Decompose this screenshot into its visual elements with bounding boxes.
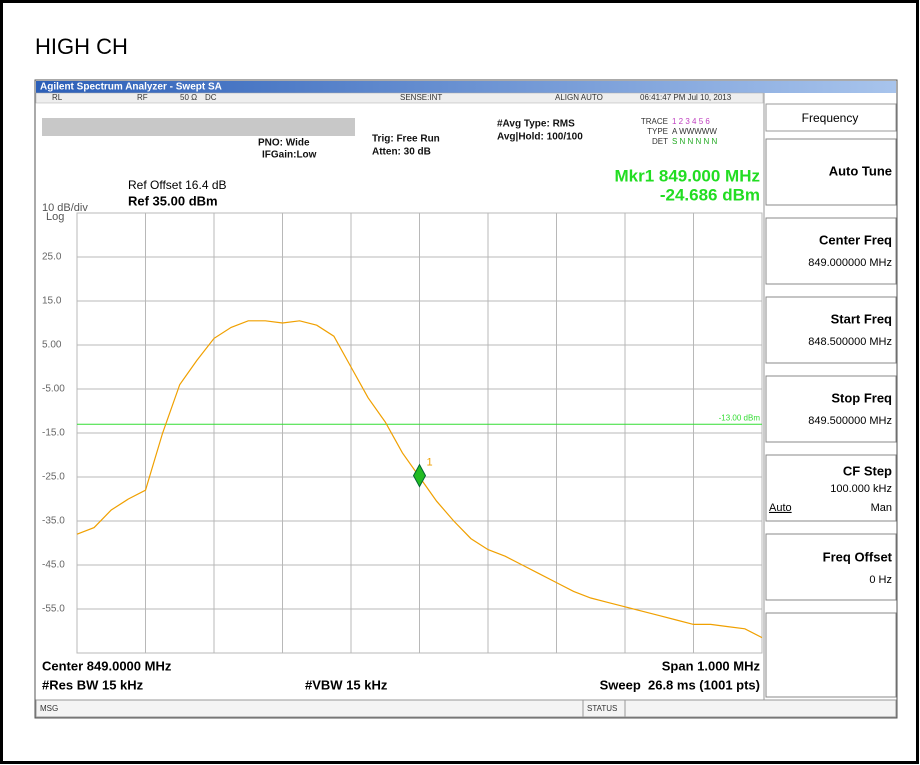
status-time: 06:41:47 PM Jul 10, 2013 [640, 93, 732, 102]
y-tick-label: -35.0 [42, 516, 65, 527]
input-bar [42, 118, 355, 136]
menu-title: Frequency [802, 111, 859, 125]
scale: 10 dB/div [42, 202, 88, 214]
status-row [35, 92, 764, 104]
softkey[interactable]: Stop Freq 849.500000 MHz [765, 375, 897, 443]
softkey-value[interactable]: 0 Hz [869, 574, 892, 586]
status-rl: RL [52, 93, 63, 102]
det-label: DET [652, 137, 668, 146]
span: Span 1.000 MHz [662, 658, 761, 673]
title-bar [36, 81, 896, 93]
softkey-box[interactable] [765, 296, 897, 364]
page-title: HIGH CH [35, 34, 128, 59]
trace-values: 1 2 3 4 5 6 [672, 117, 710, 126]
softkey[interactable]: Freq Offset 0 Hz [765, 533, 897, 601]
y-tick-label: -45.0 [42, 560, 65, 571]
softkey-label[interactable]: Auto Tune [829, 163, 892, 178]
avg-hold: Avg|Hold: 100/100 [497, 132, 583, 143]
ifgain: IFGain:Low [262, 150, 317, 161]
type-label: TYPE [647, 127, 668, 136]
softkey-value[interactable]: 848.500000 MHz [808, 336, 892, 348]
display-line-label: -13.00 dBm [719, 413, 761, 422]
softkey-box[interactable] [765, 375, 897, 443]
softkey-value[interactable]: 849.500000 MHz [808, 415, 892, 427]
softkey-box[interactable] [765, 138, 897, 206]
vbw: #VBW 15 kHz [305, 677, 388, 692]
softkey-value[interactable]: 100.000 kHz [830, 483, 892, 495]
menu-header [765, 103, 897, 132]
softkey-value[interactable]: 849.000000 MHz [808, 257, 892, 269]
marker-label: 1 [427, 457, 433, 469]
msg: MSG [40, 704, 58, 713]
softkey-label[interactable]: Center Freq [819, 232, 892, 247]
atten: Atten: 30 dB [372, 147, 431, 158]
det-values: S N N N N N [672, 137, 718, 146]
softkey[interactable]: Start Freq 848.500000 MHz [765, 296, 897, 364]
y-tick-label: 15.0 [42, 296, 62, 307]
type-values: A WWWWW [672, 127, 717, 136]
center: Center 849.0000 MHz [42, 658, 172, 673]
window-title: Agilent Spectrum Analyzer - Swept SA [40, 82, 222, 93]
status-impedance: 50 Ω [180, 93, 197, 102]
softkey-box[interactable] [765, 217, 897, 285]
y-tick-label: -5.00 [42, 384, 65, 395]
softkey-auto[interactable]: Auto [769, 502, 792, 514]
y-tick-label: -25.0 [42, 472, 65, 483]
status-coupling: DC [205, 93, 217, 102]
status-sense: SENSE:INT [400, 93, 442, 102]
softkey-box[interactable] [765, 454, 897, 522]
softkey-label[interactable]: Freq Offset [823, 549, 893, 564]
softkey-label[interactable]: Stop Freq [831, 390, 892, 405]
ref-level: Ref 35.00 dBm [128, 193, 218, 208]
status-rf: RF [137, 93, 148, 102]
trace-label: TRACE [641, 117, 668, 126]
softkey-man[interactable]: Man [871, 502, 892, 514]
y-tick-label: -55.0 [42, 604, 65, 615]
res-bw: #Res BW 15 kHz [42, 677, 144, 692]
softkey-box[interactable] [765, 533, 897, 601]
softkey[interactable]: Auto Tune [765, 138, 897, 206]
message-bar [35, 699, 897, 718]
softkey[interactable]: CF Step 100.000 kHz Auto Man [765, 454, 897, 522]
ref-offset: Ref Offset 16.4 dB [128, 178, 227, 192]
status: STATUS [587, 704, 617, 713]
softkey-box[interactable] [765, 612, 897, 698]
softkey-label[interactable]: Start Freq [831, 311, 892, 326]
marker [412, 463, 427, 488]
y-tick-label: 5.00 [42, 340, 62, 351]
pno: PNO: Wide [258, 138, 310, 149]
trig: Trig: Free Run [372, 134, 440, 145]
scale-type: Log [46, 211, 64, 223]
marker-frequency: Mkr1 849.000 MHz [614, 166, 760, 185]
softkey-label[interactable]: CF Step [843, 463, 892, 478]
y-tick-label: 25.0 [42, 252, 62, 263]
softkey[interactable]: Center Freq 849.000000 MHz [765, 217, 897, 285]
status-align: ALIGN AUTO [555, 93, 603, 102]
marker-amplitude: -24.686 dBm [660, 185, 760, 204]
y-tick-label: -15.0 [42, 428, 65, 439]
avg-type: #Avg Type: RMS [497, 119, 575, 130]
sweep: Sweep 26.8 ms (1001 pts) [600, 677, 760, 692]
